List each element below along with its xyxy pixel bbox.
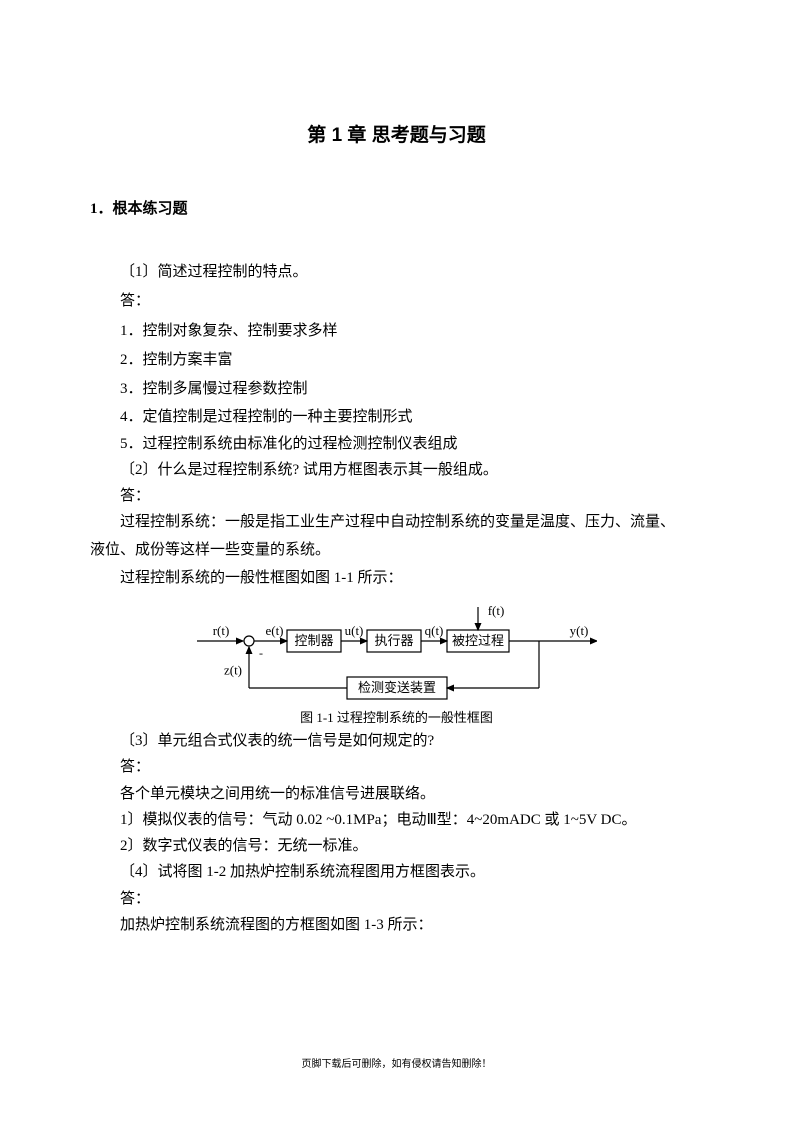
svg-text:-: - <box>259 646 263 660</box>
question-1: 〔1〕简述过程控制的特点。 <box>90 258 703 287</box>
q1-point-2: 2．控制方案丰富 <box>90 346 703 375</box>
q3-para-3: 2〕数字式仪表的信号：无统一标准。 <box>90 833 703 859</box>
svg-text:控制器: 控制器 <box>294 633 333 648</box>
answer-label: 答： <box>90 287 703 316</box>
svg-text:执行器: 执行器 <box>374 633 413 648</box>
q2-para-2: 过程控制系统的一般性框图如图 1-1 所示： <box>90 565 703 591</box>
svg-text:q(t): q(t) <box>424 623 443 638</box>
question-2: 〔2〕什么是过程控制系统? 试用方框图表示其一般组成。 <box>90 457 703 483</box>
q1-point-3: 3．控制多属慢过程参数控制 <box>90 375 703 404</box>
svg-text:u(t): u(t) <box>344 623 363 638</box>
q1-point-5: 5．过程控制系统由标准化的过程检测控制仪表组成 <box>90 431 703 457</box>
svg-text:y(t): y(t) <box>569 623 588 638</box>
q1-point-4: 4．定值控制是过程控制的一种主要控制形式 <box>90 404 703 430</box>
chapter-title: 第 1 章 思考题与习题 <box>90 120 703 147</box>
block-diagram: 控制器 执行器 被控过程检测变送装置 - r(t) e(t) u(t) q(t) f(t) y(t… <box>197 599 597 703</box>
tight-group: 4．定值控制是过程控制的一种主要控制形式 5．过程控制系统由标准化的过程检测控制… <box>90 404 703 591</box>
q3-para-2: 1〕模拟仪表的信号：气动 0.02 ~0.1MPa；电动Ⅲ型：4~20mADC … <box>90 807 703 833</box>
block-diagram-wrap: 控制器 执行器 被控过程检测变送装置 - r(t) e(t) u(t) q(t) f(t) y(t… <box>90 599 703 726</box>
tight-group-2: 〔3〕单元组合式仪表的统一信号是如何规定的? 答： 各个单元模块之间用统一的标准… <box>90 728 703 938</box>
svg-text:e(t): e(t) <box>265 623 283 638</box>
answer-label-3: 答： <box>90 754 703 780</box>
svg-text:检测变送装置: 检测变送装置 <box>357 680 435 695</box>
page-footer: 页脚下载后可删除，如有侵权请告知删除！ <box>0 1055 793 1070</box>
question-3: 〔3〕单元组合式仪表的统一信号是如何规定的? <box>90 728 703 754</box>
answer-label-4: 答： <box>90 886 703 912</box>
svg-text:r(t): r(t) <box>212 623 229 638</box>
svg-text:z(t): z(t) <box>223 663 241 678</box>
q2-para-1a: 过程控制系统：一般是指工业生产过程中自动控制系统的变量是温度、压力、流量、 <box>90 509 703 535</box>
svg-text:被控过程: 被控过程 <box>451 633 503 648</box>
q4-para-1: 加热炉控制系统流程图的方框图如图 1-3 所示： <box>90 912 703 938</box>
answer-label-2: 答： <box>90 483 703 509</box>
q2-para-1b: 液位、成份等这样一些变量的系统。 <box>90 536 703 565</box>
q1-point-1: 1．控制对象复杂、控制要求多样 <box>90 317 703 346</box>
diagram-caption: 图 1-1 过程控制系统的一般性框图 <box>300 707 493 726</box>
question-4: 〔4〕试将图 1-2 加热炉控制系统流程图用方框图表示。 <box>90 859 703 885</box>
section-heading: 1．根本练习题 <box>90 197 703 218</box>
document-page: 第 1 章 思考题与习题 1．根本练习题 〔1〕简述过程控制的特点。 答： 1．… <box>0 0 793 988</box>
q3-para-1: 各个单元模块之间用统一的标准信号进展联络。 <box>90 781 703 807</box>
svg-text:f(t): f(t) <box>487 603 504 618</box>
